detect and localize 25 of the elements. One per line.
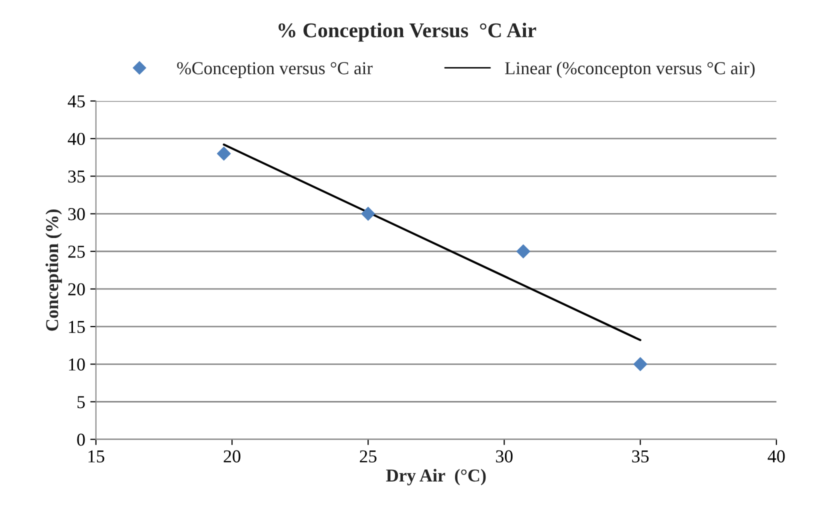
y-tick-label: 40 — [68, 132, 85, 146]
y-axis-title: Conception (%) — [46, 210, 62, 331]
y-tick-label: 0 — [77, 434, 85, 446]
x-tick-label: 20 — [224, 450, 240, 462]
y-tick-label: 5 — [78, 396, 85, 408]
y-tick-label: 25 — [68, 246, 85, 258]
y-tick-label: 10 — [69, 358, 85, 371]
chart-title: % Conception Versus °C Air — [278, 22, 536, 42]
x-axis-title: Dry Air (°C) — [386, 468, 486, 486]
x-tick-label: 25 — [360, 450, 376, 462]
y-tick-label: 15 — [69, 320, 85, 334]
point — [516, 244, 530, 258]
point — [216, 146, 231, 161]
legend-label: Linear (%concepton versus °C air) — [505, 62, 755, 78]
x-tick-label: 35 — [632, 450, 649, 462]
y-tick-label: 20 — [68, 283, 85, 296]
x-tick-label: 15 — [88, 450, 104, 462]
point — [361, 206, 376, 221]
x-tick-label: 30 — [496, 450, 513, 462]
x-tick-label: 40 — [768, 450, 785, 462]
point — [633, 357, 648, 372]
y-tick-label: 30 — [68, 208, 85, 220]
y-tick-label: 35 — [68, 170, 85, 183]
legend-label: %Conception versus °C air — [177, 62, 373, 78]
y-tick-label: 45 — [68, 95, 85, 108]
